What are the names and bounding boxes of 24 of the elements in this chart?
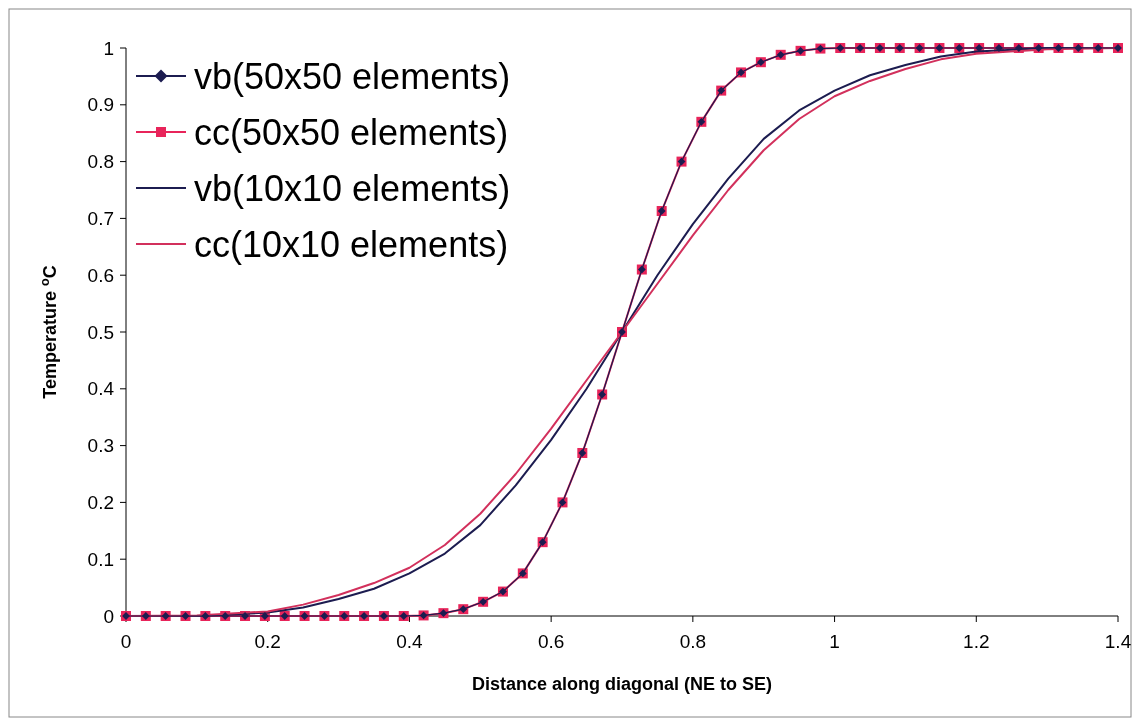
x-tick-label: 0.8 — [679, 631, 707, 652]
y-tick-label: 0.9 — [87, 94, 114, 116]
y-tick-label: 0.3 — [87, 435, 114, 457]
x-tick-label: 1.4 — [1104, 631, 1132, 652]
y-tick-label: 0 — [103, 605, 114, 627]
y-tick-label: 0.2 — [87, 492, 114, 514]
x-tick-label: 1.2 — [963, 631, 990, 652]
legend-label: vb(10x10 elements) — [194, 167, 511, 209]
legend-label: cc(10x10 elements) — [194, 223, 509, 265]
y-tick-label: 0.1 — [87, 548, 114, 570]
x-tick-label: 0 — [120, 631, 132, 652]
y-tick-label: 0.4 — [87, 378, 115, 400]
x-tick-label: 0.6 — [537, 631, 565, 652]
y-tick-label: 0.5 — [87, 321, 114, 343]
y-tick-label: 1 — [103, 37, 114, 59]
legend-label: vb(50x50 elements) — [194, 55, 511, 97]
legend-label: cc(50x50 elements) — [194, 111, 509, 153]
x-axis-title: Distance along diagonal (NE to SE) — [471, 674, 773, 694]
y-tick-label: 0.6 — [87, 264, 114, 286]
y-tick-label: 0.8 — [87, 151, 114, 173]
x-tick-label: 0.2 — [254, 631, 281, 652]
x-tick-label: 0.4 — [396, 631, 424, 652]
y-tick-label: 0.7 — [87, 208, 114, 230]
x-tick-label: 1 — [829, 631, 840, 652]
